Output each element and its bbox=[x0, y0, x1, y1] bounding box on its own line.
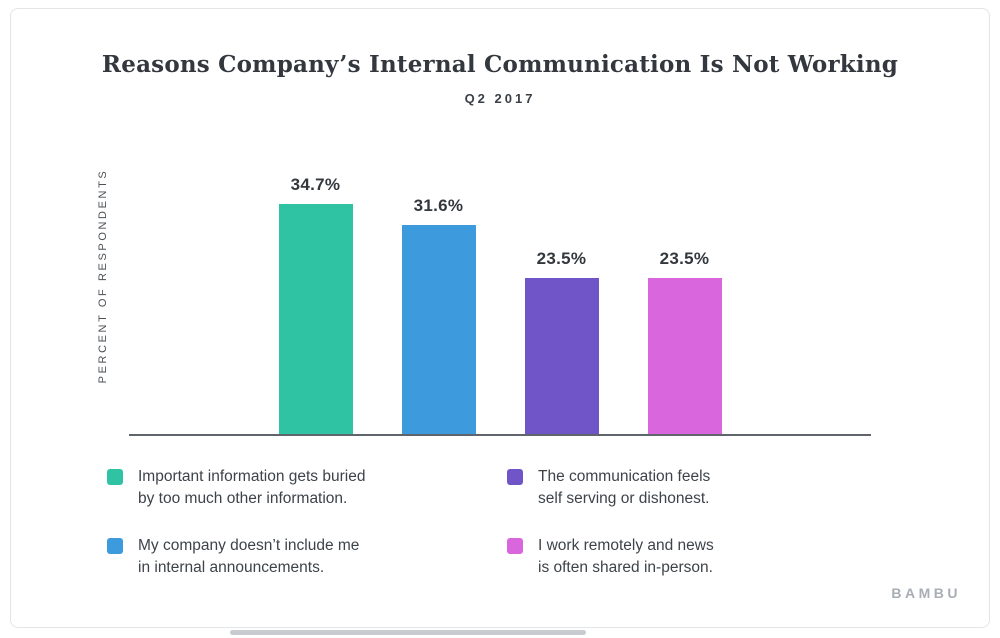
legend-label: I work remotely and news is often shared… bbox=[538, 536, 714, 577]
chart-region: PERCENT OF RESPONDENTS 34.7% 31.6% 23.5% 23… bbox=[11, 134, 989, 436]
bar-column: 31.6% bbox=[401, 196, 476, 434]
plot: 34.7% 31.6% 23.5% 23.5% bbox=[11, 134, 989, 434]
bar bbox=[278, 204, 353, 434]
legend-swatch bbox=[507, 537, 523, 554]
bar-value-label: 31.6% bbox=[413, 196, 464, 215]
bar-value-label: 23.5% bbox=[536, 249, 587, 268]
brand-logo: BAMBU bbox=[891, 585, 961, 601]
y-axis-label: PERCENT OF RESPONDENTS bbox=[97, 168, 109, 384]
legend-swatch bbox=[107, 469, 123, 485]
legend-label: Important information gets buried by too… bbox=[138, 468, 366, 508]
chart-title: Reasons Company’s Internal Communication… bbox=[101, 51, 899, 78]
legend-item: Important information gets buried by too… bbox=[107, 466, 507, 511]
legend-label: My company doesn’t include me in interna… bbox=[138, 536, 360, 577]
x-axis-line bbox=[129, 434, 871, 436]
bar bbox=[647, 278, 722, 434]
legend: Important information gets buried by too… bbox=[11, 466, 989, 580]
legend-swatch bbox=[107, 537, 123, 554]
legend-item: I work remotely and news is often shared… bbox=[507, 535, 907, 580]
legend-item: The communication feels self serving or … bbox=[507, 466, 907, 511]
chart-subtitle: Q2 2017 bbox=[464, 91, 536, 106]
legend-swatch bbox=[507, 469, 523, 485]
legend-label: The communication feels self serving or … bbox=[538, 468, 711, 508]
legend-item: My company doesn’t include me in interna… bbox=[107, 535, 507, 580]
chart-card: Reasons Company’s Internal Communication… bbox=[10, 8, 990, 628]
bar bbox=[524, 278, 599, 434]
bar-column: 34.7% bbox=[278, 175, 353, 434]
bar bbox=[401, 225, 476, 434]
horizontal-scrollbar-thumb[interactable] bbox=[230, 630, 586, 635]
bar-value-label: 34.7% bbox=[290, 175, 341, 194]
bar-value-label: 23.5% bbox=[659, 249, 710, 268]
bar-column: 23.5% bbox=[647, 249, 722, 434]
bar-column: 23.5% bbox=[524, 249, 599, 434]
